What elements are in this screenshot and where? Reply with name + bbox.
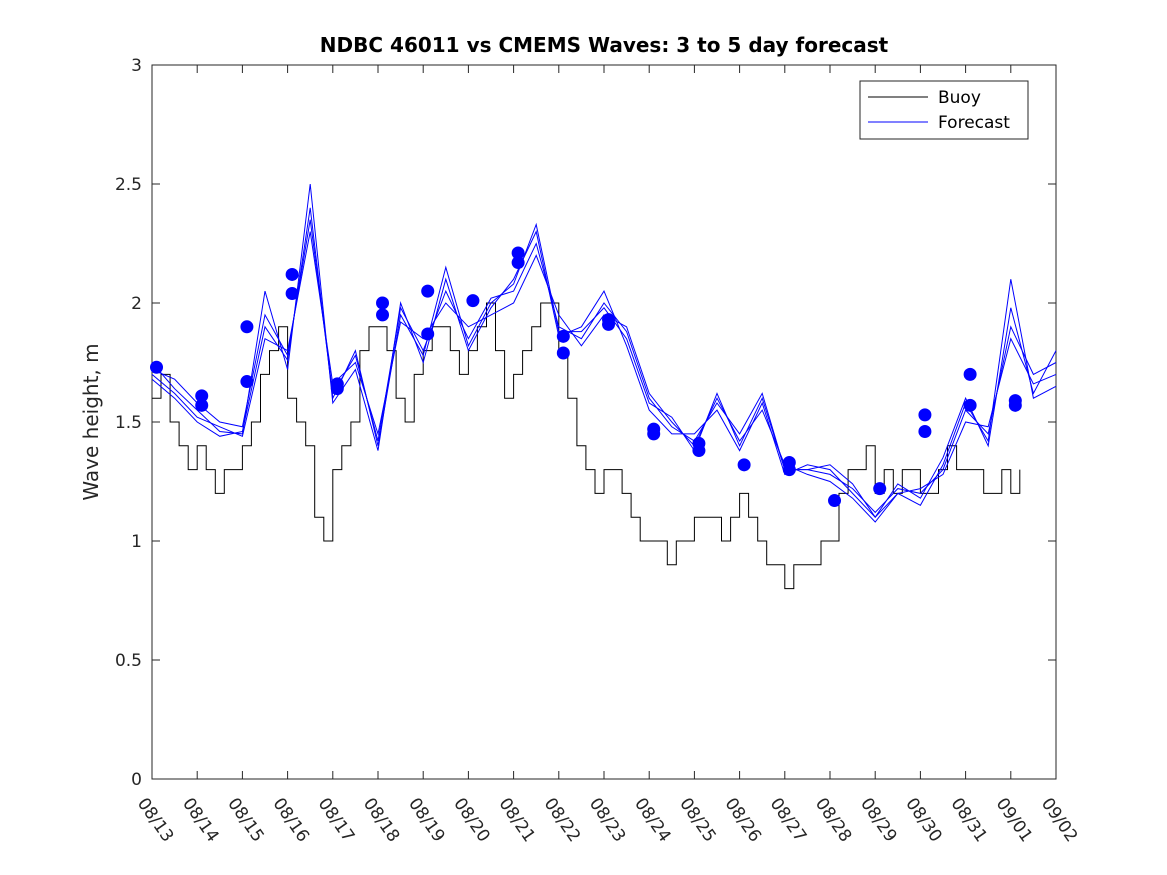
plot-area — [151, 64, 1057, 780]
forecast-marker — [421, 284, 435, 298]
y-axis: 0 0.5 1 1.5 2 2.5 3 — [115, 56, 1056, 790]
forecast-line — [151, 219, 1057, 514]
forecast-marker — [511, 246, 525, 260]
forecast-marker — [285, 267, 299, 281]
y-tick-label: 0 — [131, 770, 142, 790]
forecast-marker — [1008, 398, 1022, 412]
forecast-marker — [602, 317, 616, 331]
forecast-marker — [150, 360, 164, 374]
y-tick-label: 2.5 — [115, 175, 142, 195]
legend: Buoy Forecast — [859, 80, 1029, 140]
forecast-marker — [963, 398, 977, 412]
forecast-marker — [782, 463, 796, 477]
forecast-marker — [647, 427, 661, 441]
forecast-marker — [692, 444, 706, 458]
forecast-marker — [240, 320, 254, 334]
forecast-marker — [963, 367, 977, 381]
forecast-marker — [828, 494, 842, 508]
series-layer — [151, 183, 1057, 590]
legend-buoy-label: Buoy — [938, 88, 981, 108]
y-tick-label: 2 — [131, 294, 142, 314]
forecast-line — [151, 183, 1057, 518]
forecast-marker — [376, 296, 390, 310]
y-tick-label: 0.5 — [115, 651, 142, 671]
forecast-marker — [556, 329, 570, 343]
forecast-marker — [195, 389, 209, 403]
forecast-markers — [150, 246, 1022, 508]
forecast-marker — [556, 346, 570, 360]
forecast-marker — [195, 398, 209, 412]
legend-forecast-label: Forecast — [938, 113, 1010, 133]
forecast-marker — [737, 458, 751, 472]
forecast-marker — [376, 308, 390, 322]
y-axis-label: Wave height, m — [79, 343, 103, 500]
forecast-marker — [918, 408, 932, 422]
y-tick-label: 1.5 — [115, 413, 142, 433]
forecast-marker — [511, 256, 525, 270]
forecast-marker — [466, 294, 480, 308]
forecast-line — [151, 207, 1057, 518]
forecast-marker — [285, 286, 299, 300]
forecast-line — [151, 231, 1057, 523]
chart-title: NDBC 46011 vs CMEMS Waves: 3 to 5 day fo… — [320, 33, 889, 57]
forecast-marker — [240, 375, 254, 389]
y-tick-label: 1 — [131, 532, 142, 552]
y-tick-label: 3 — [131, 56, 142, 76]
forecast-marker — [918, 425, 932, 439]
forecast-marker — [873, 482, 887, 496]
forecast-marker — [421, 327, 435, 341]
legend-box — [859, 80, 1029, 140]
forecast-marker — [330, 382, 344, 396]
